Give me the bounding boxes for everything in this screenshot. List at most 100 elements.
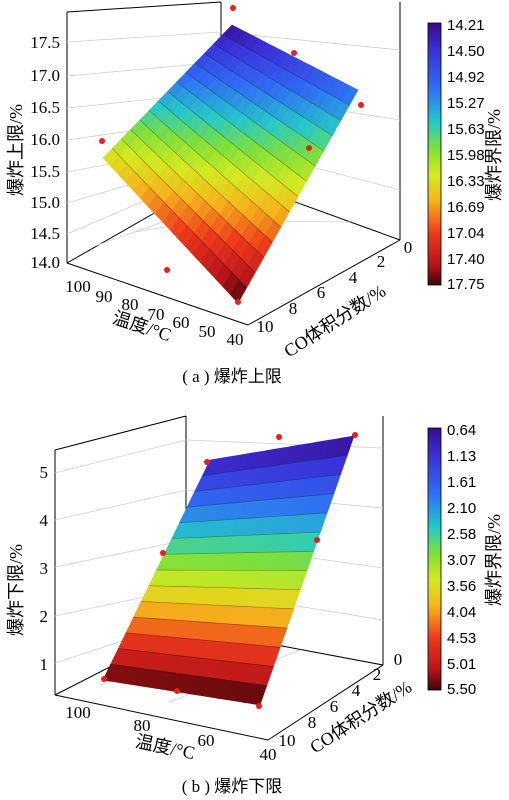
surface-contour [139,119,273,243]
surface-contour [158,100,290,212]
colorbar-tick: 4.53 [447,630,476,647]
colorbar-tick: 15.63 [447,121,485,138]
data-point [160,550,166,556]
x-tick: 40 [260,745,277,764]
z-tick: 16.5 [30,98,60,117]
y-tick: 0 [404,238,413,257]
colorbar-tick: 16.33 [447,173,485,190]
colorbar-tick: 5.50 [447,681,476,698]
surface-contour [148,585,301,591]
y-tick: 0 [394,650,403,669]
data-point [314,537,320,543]
data-point [235,299,241,305]
colorbar-tick: 14.50 [447,43,485,60]
surface-contour [179,512,328,524]
data-point [358,102,364,108]
surface-contour [125,632,281,648]
colorbar-tick: 17.75 [447,276,485,293]
surface-contour [167,91,299,197]
surface-contour [110,663,267,687]
surface-contour [121,138,256,273]
surface-contour [118,648,274,667]
surface-contour [202,454,348,477]
colorbar-tick: 3.56 [447,578,476,595]
panel-b-colorbar-label: 爆炸界限/% [484,514,504,606]
surface-contour [141,601,294,610]
colorbar-tick: 15.98 [447,147,485,164]
data-point [99,138,105,144]
y-tick: 2 [373,665,382,684]
z-tick: 2 [40,607,49,626]
x-tick: 60 [173,313,190,332]
z-tick: 1 [40,655,49,674]
surface-contour [164,550,314,555]
surface-contour [156,569,307,571]
data-point [352,432,358,438]
surface-contour [111,148,247,289]
data-point [101,676,107,682]
data-point [306,145,312,151]
surface-contour [222,34,350,106]
colorbar-tick: 15.27 [447,95,485,112]
surface-contour [194,474,341,492]
x-tick: 100 [65,703,91,722]
y-tick: 10 [257,317,274,336]
panel-a-z-ticks: 17.5 17.0 16.5 16.0 15.5 15.0 14.5 14.0 [30,33,60,272]
x-tick: 80 [122,295,139,314]
z-tick: 5 [40,463,49,482]
y-tick: 6 [330,697,339,716]
panel-b-colorbar-ticks: 0.64 1.13 1.61 2.10 2.58 3.07 3.56 4.04 … [447,422,476,698]
panel-a-z-label: 爆炸上限/% [6,104,26,196]
data-point [204,459,210,465]
panel-b-y-ticks: 10 8 6 4 2 0 [279,650,403,750]
panel-a-colorbar [427,22,442,286]
data-point [174,688,180,694]
surface-contour [130,129,264,258]
panel-a-colorbar-ticks: 14.21 14.50 14.92 15.27 15.63 15.98 16.3… [447,17,485,293]
y-tick: 4 [352,681,361,700]
surface-contour [187,493,334,508]
z-tick: 15.0 [30,193,60,212]
z-tick: 17.5 [30,33,60,52]
colorbar-tick: 14.92 [447,69,485,86]
z-tick: 15.5 [30,162,60,181]
panel-a-x-ticks: 100 90 80 70 60 50 40 [65,277,243,349]
panel-b-x-label: 温度/°C [134,731,197,763]
data-point [164,267,170,273]
surface-contour [194,62,324,152]
z-tick: 14.5 [30,224,60,243]
data-point [291,50,297,56]
surface-contour [133,616,287,629]
colorbar-tick: 3.07 [447,552,476,569]
z-tick: 3 [40,559,49,578]
colorbar-tick: 0.64 [447,422,476,439]
colorbar-tick: 2.10 [447,500,476,517]
z-tick: 16.0 [30,130,60,149]
x-tick: 50 [199,322,216,341]
y-tick: 4 [349,268,358,287]
colorbar-tick: 14.21 [447,17,485,34]
y-tick: 10 [279,731,296,750]
data-point [230,5,236,11]
z-tick: 4 [40,511,49,530]
panel-b-x-ticks: 100 80 60 40 [65,703,276,764]
colorbar-tick: 1.13 [447,448,476,465]
y-tick: 8 [308,713,317,732]
x-tick: 60 [198,731,215,750]
colorbar-tick: 16.69 [447,199,485,216]
colorbar-tick: 5.01 [447,656,476,673]
z-tick: 17.0 [30,66,60,85]
surface-contour [176,81,307,182]
surface-contour [171,531,321,539]
panel-b-surface-bands [102,435,355,706]
panel-b-points [101,432,358,709]
x-tick: 40 [227,330,244,349]
colorbar-tick: 17.04 [447,225,485,242]
colorbar-tick: 17.40 [447,251,485,268]
panel-a-y-ticks: 10 8 6 4 2 0 [257,238,413,336]
panel-a: 17.5 17.0 16.5 16.0 15.5 15.0 14.5 14.0 … [6,1,504,386]
data-point [276,434,282,440]
x-tick: 80 [134,716,151,735]
panel-a-colorbar-label: 爆炸界限/% [484,109,504,201]
